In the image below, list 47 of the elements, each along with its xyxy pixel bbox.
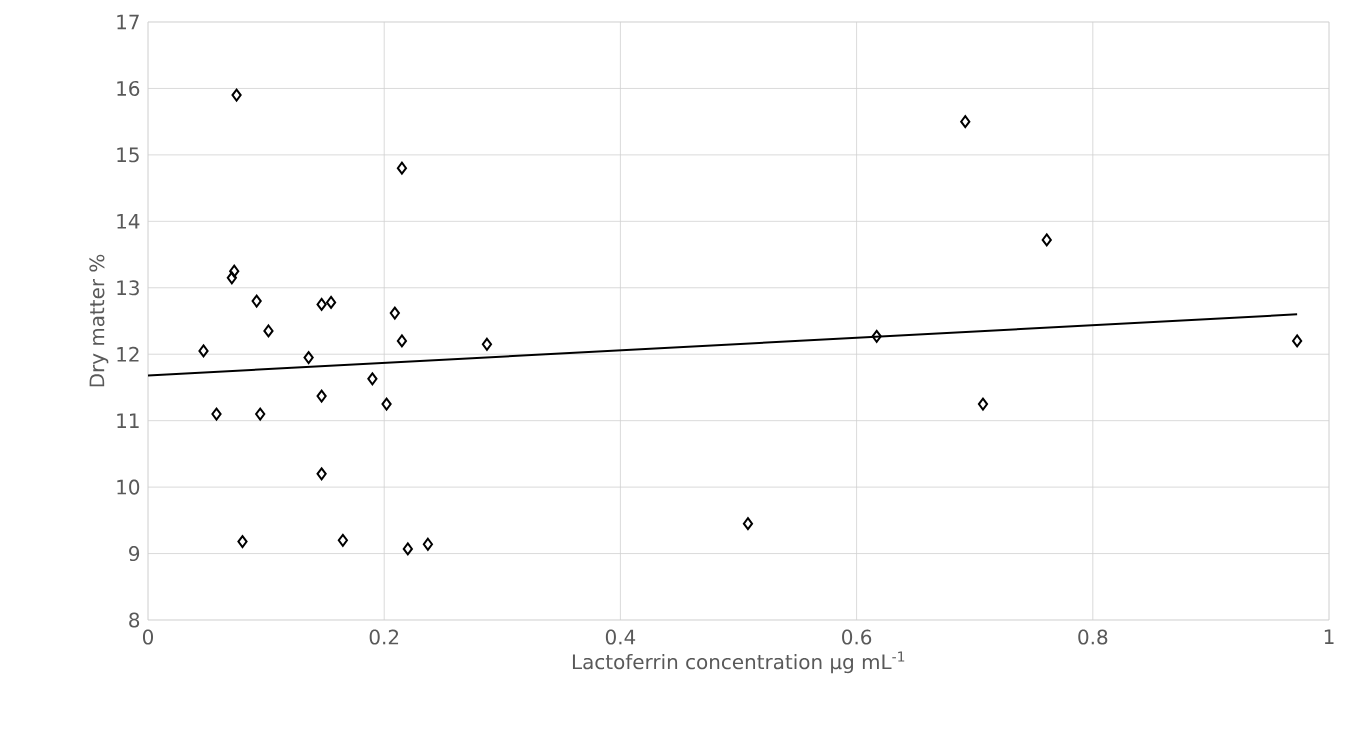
y-tick-label: 12 — [117, 346, 139, 362]
point — [367, 372, 378, 386]
x-tick-label: 0.4 — [605, 629, 636, 645]
y-tick-label: 10 — [117, 479, 140, 495]
y-tick-label: 17 — [117, 14, 139, 30]
x-tick-label: 0.2 — [369, 629, 399, 645]
x-tick-label: 0 — [142, 629, 154, 645]
point — [396, 334, 408, 348]
x-tick-label: 0.8 — [1078, 629, 1108, 645]
point — [337, 533, 348, 547]
y-tick-label: 13 — [117, 280, 139, 296]
point — [402, 542, 413, 556]
point — [977, 397, 989, 411]
x-tick-label: 0.6 — [842, 629, 872, 645]
point — [316, 297, 327, 311]
point — [211, 407, 222, 421]
x-axis-title: Lactoferrin concentration μg mL$^{-1}$ — [572, 651, 905, 674]
point — [960, 115, 971, 129]
point — [389, 306, 400, 320]
y-tick-label: 8 — [129, 612, 140, 628]
point — [325, 295, 337, 309]
point — [237, 535, 248, 549]
y-tick-label: 16 — [117, 80, 140, 96]
point — [742, 517, 754, 531]
point — [871, 329, 882, 343]
point — [251, 294, 262, 308]
point — [303, 351, 314, 365]
x-tick-label: 1 — [1324, 629, 1334, 645]
point — [481, 337, 493, 351]
point — [1292, 334, 1303, 348]
point — [229, 264, 240, 278]
point — [263, 324, 274, 338]
point — [381, 397, 392, 411]
point — [198, 344, 209, 358]
y-tick-label: 11 — [117, 413, 139, 428]
point — [255, 407, 266, 421]
point — [422, 537, 434, 551]
point — [231, 88, 242, 102]
y-axis-title: Dry matter % — [89, 254, 109, 387]
y-tick-label: 9 — [129, 546, 140, 562]
point — [316, 389, 327, 403]
point — [396, 161, 408, 175]
y-tick-label: 15 — [117, 147, 139, 163]
point — [226, 271, 237, 285]
y-tick-label: 14 — [117, 214, 140, 229]
point — [316, 467, 327, 481]
point — [1041, 233, 1052, 247]
